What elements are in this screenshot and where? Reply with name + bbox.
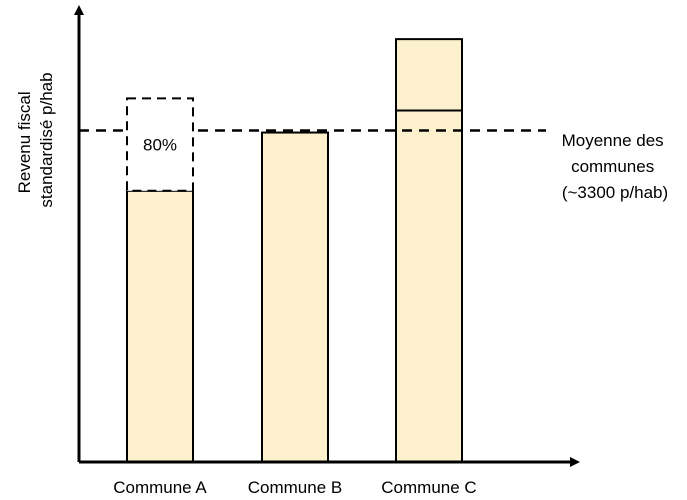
reference-line-label: Moyenne des communes (~3300 p/hab): [562, 131, 669, 202]
dashed-box-commune-a: [126, 97, 194, 192]
bar-commune-a: [126, 189, 194, 464]
annotations: [79, 97, 546, 192]
reference-label-line-3: (~3300 p/hab): [562, 183, 668, 202]
bar-commune-c: [395, 38, 463, 464]
x-tick-label-commune-c: Commune C: [381, 478, 476, 497]
y-axis-label-line-2: standardisé p/hab: [37, 72, 56, 207]
bar-commune-b: [261, 131, 329, 463]
x-tick-label-commune-a: Commune A: [113, 478, 207, 497]
labels: Revenu fiscal standardisé p/hab Moyenne …: [15, 72, 668, 497]
axes: [74, 5, 580, 467]
y-axis-label: Revenu fiscal standardisé p/hab: [15, 72, 56, 207]
reference-label-line-2: communes: [571, 157, 654, 176]
x-tick-label-commune-b: Commune B: [248, 478, 342, 497]
reference-label-line-1: Moyenne des: [562, 131, 664, 150]
percentage-label: 80%: [143, 136, 177, 155]
y-axis-label-line-1: Revenu fiscal: [15, 91, 34, 193]
